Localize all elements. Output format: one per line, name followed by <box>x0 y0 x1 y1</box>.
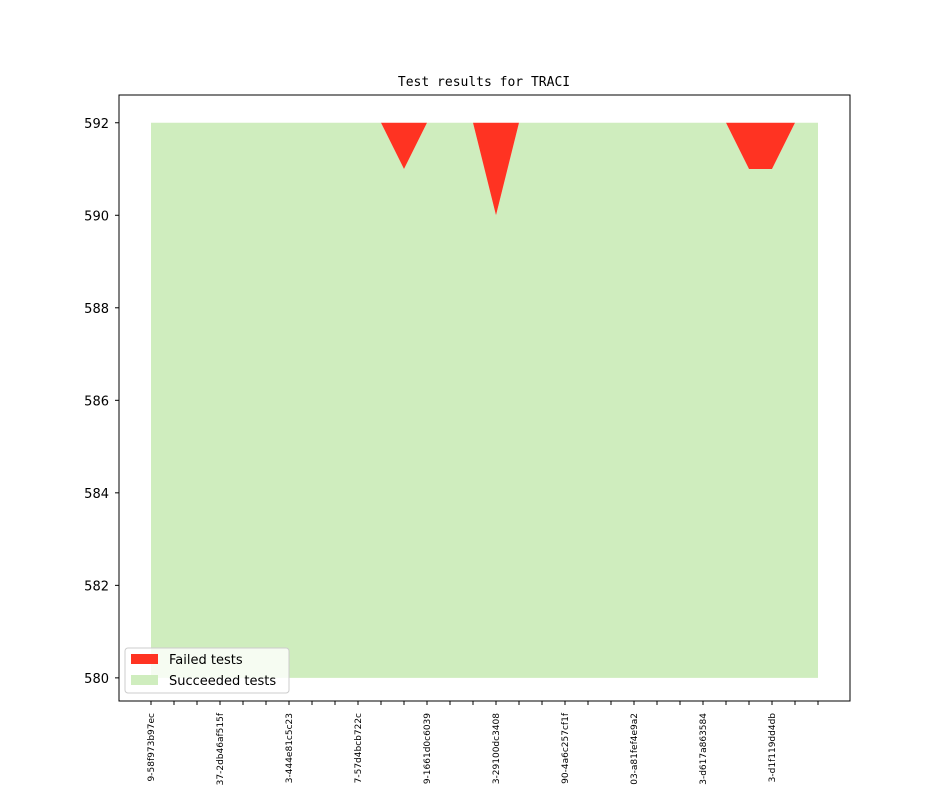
y-tick-label: 590 <box>84 209 109 224</box>
y-tick-label: 582 <box>84 579 109 594</box>
legend-box <box>124 647 290 694</box>
x-tick-label: 37-2db46af515f <box>216 712 226 785</box>
x-tick-label: 9-1661d0c6039 <box>423 713 433 784</box>
x-tick-label: 3-29100dc3408 <box>492 713 502 784</box>
x-tick-label: 03-a81fef4e9a2 <box>630 713 640 785</box>
plot-frame <box>118 94 851 702</box>
y-tick-label: 580 <box>84 672 109 687</box>
legend-label-failed: Failed tests <box>169 653 243 668</box>
succeeded-tests-area <box>151 122 818 678</box>
y-axis: 580 582 584 586 588 590 592 <box>84 117 119 687</box>
x-tick-label: 9-58f973b97ec <box>147 713 157 781</box>
y-tick-label: 588 <box>84 302 109 317</box>
failed-tests-area <box>151 122 818 216</box>
legend-swatch-succeeded <box>131 675 158 685</box>
x-tick-label: 7-57d4bcb722c <box>354 713 364 783</box>
x-tick-label: 90-4a6c257cf1f <box>561 712 571 784</box>
x-tick-label: 3-444e81c5c23 <box>285 713 295 783</box>
legend-label-succeeded: Succeeded tests <box>169 674 276 689</box>
x-tick-label: 3-d617a863584 <box>699 713 709 785</box>
x-axis: 9-58f973b97ec 37-2db46af515f 3-444e81c5c23… <box>147 701 819 785</box>
x-tick-label: 3-d1f119dd4db <box>768 713 778 783</box>
legend: Failed tests Succeeded tests <box>124 647 290 694</box>
y-tick-label: 592 <box>84 117 109 132</box>
chart-title: Test results for TRACI <box>398 75 570 90</box>
y-tick-label: 584 <box>84 487 109 502</box>
legend-swatch-failed <box>131 654 158 664</box>
y-tick-label: 586 <box>84 394 109 409</box>
plot-area <box>151 122 818 678</box>
